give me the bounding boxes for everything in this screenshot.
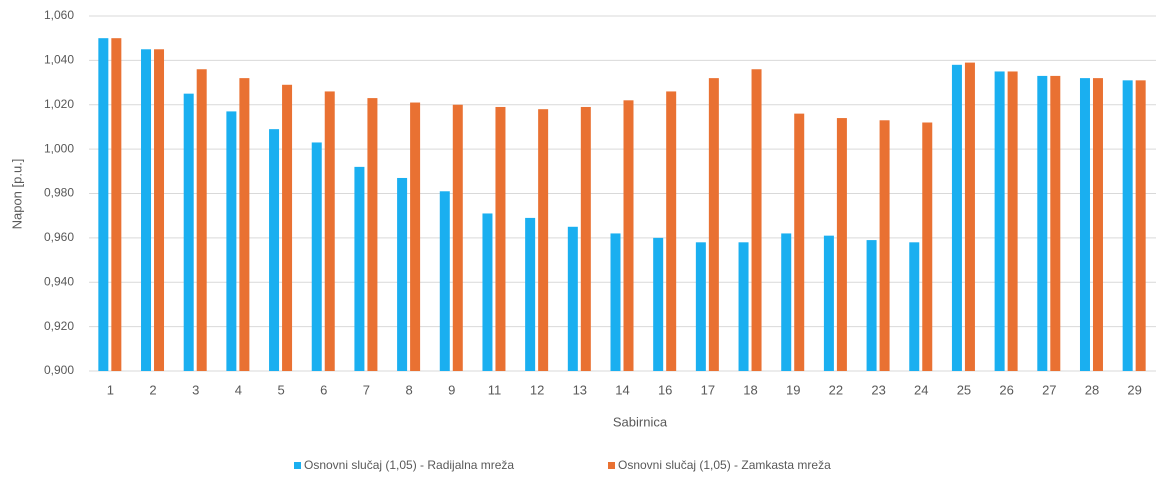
- x-tick-label: 23: [871, 382, 885, 397]
- bar: [538, 109, 549, 371]
- x-tick-label: 11: [488, 382, 502, 397]
- legend-swatch: [294, 462, 301, 469]
- bar: [1007, 71, 1018, 371]
- bar: [439, 191, 450, 371]
- y-axis-title: Napon [p.u.]: [9, 159, 24, 230]
- bar: [708, 78, 719, 371]
- bar: [823, 235, 834, 371]
- x-tick-label: 9: [448, 382, 455, 397]
- x-tick-label: 1: [107, 382, 114, 397]
- bar: [781, 233, 792, 371]
- bar: [738, 242, 749, 371]
- x-tick-label: 14: [615, 382, 629, 397]
- bar: [951, 64, 962, 371]
- y-tick-label: 0,900: [44, 363, 74, 377]
- x-tick-label: 5: [277, 382, 284, 397]
- x-tick-label: 24: [914, 382, 928, 397]
- bar: [324, 91, 335, 371]
- bar: [354, 166, 365, 371]
- bar: [410, 102, 421, 371]
- bar: [397, 177, 408, 371]
- bar: [452, 104, 463, 371]
- bar: [610, 233, 621, 371]
- bar: [1050, 75, 1061, 371]
- bar: [196, 69, 207, 371]
- bar: [495, 106, 506, 371]
- x-tick-label: 8: [405, 382, 412, 397]
- bar: [695, 242, 706, 371]
- x-tick-label: 17: [701, 382, 715, 397]
- x-tick-label: 18: [743, 382, 757, 397]
- y-tick-label: 0,980: [44, 186, 74, 200]
- x-tick-label: 26: [999, 382, 1013, 397]
- bar: [269, 129, 280, 371]
- y-tick-label: 0,920: [44, 319, 74, 333]
- x-tick-label: 3: [192, 382, 199, 397]
- y-tick-label: 1,020: [44, 97, 74, 111]
- x-axis-title: Sabirnica: [613, 414, 668, 429]
- bar: [1122, 80, 1133, 371]
- bar: [666, 91, 677, 371]
- x-tick-label: 29: [1127, 382, 1141, 397]
- bar: [98, 38, 109, 371]
- bar: [1037, 75, 1048, 371]
- legend-label: Osnovni slučaj (1,05) - Radijalna mreža: [304, 458, 514, 472]
- y-tick-label: 1,040: [44, 53, 74, 67]
- y-tick-label: 0,940: [44, 274, 74, 288]
- bar: [141, 49, 152, 371]
- legend-label: Osnovni slučaj (1,05) - Zamkasta mreža: [618, 458, 831, 472]
- bar: [794, 113, 805, 371]
- x-tick-label: 13: [573, 382, 587, 397]
- y-tick-label: 1,000: [44, 141, 74, 155]
- x-tick-label: 22: [829, 382, 843, 397]
- bar: [567, 226, 578, 371]
- bar: [1079, 78, 1090, 371]
- y-tick-label: 1,060: [44, 8, 74, 22]
- x-tick-label: 19: [786, 382, 800, 397]
- bar: [836, 118, 847, 371]
- bar: [623, 100, 634, 371]
- bar: [1092, 78, 1103, 371]
- bar: [580, 106, 591, 371]
- bar: [239, 78, 250, 371]
- bar: [909, 242, 920, 371]
- bar: [226, 111, 237, 371]
- bar: [311, 142, 322, 371]
- x-tick-label: 4: [235, 382, 242, 397]
- bar: [154, 49, 165, 371]
- x-tick-label: 12: [530, 382, 544, 397]
- x-tick-label: 7: [363, 382, 370, 397]
- bar: [1135, 80, 1146, 371]
- x-tick-label: 25: [957, 382, 971, 397]
- bar: [653, 237, 664, 371]
- bar: [111, 38, 122, 371]
- legend-swatch: [608, 462, 615, 469]
- x-tick-label: 28: [1085, 382, 1099, 397]
- bar: [994, 71, 1005, 371]
- bar: [879, 120, 890, 371]
- x-tick-label: 16: [658, 382, 672, 397]
- bar: [964, 62, 975, 371]
- bar: [525, 217, 536, 371]
- bar: [282, 84, 293, 371]
- bar: [183, 93, 194, 371]
- bar: [922, 122, 933, 371]
- x-tick-label: 2: [149, 382, 156, 397]
- y-tick-label: 0,960: [44, 230, 74, 244]
- bar: [866, 240, 877, 371]
- bar: [482, 213, 493, 371]
- bar: [367, 98, 378, 371]
- x-tick-label: 6: [320, 382, 327, 397]
- bar: [751, 69, 762, 371]
- x-tick-label: 27: [1042, 382, 1056, 397]
